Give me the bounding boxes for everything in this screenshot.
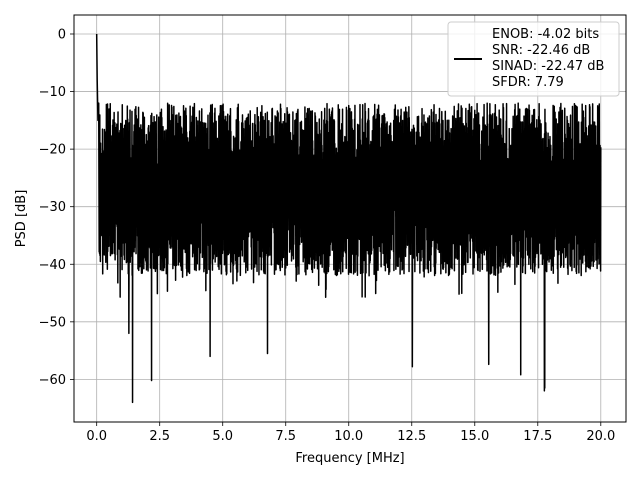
axes-frame xyxy=(73,14,627,423)
x-axis-label: Frequency [MHz] xyxy=(295,451,404,466)
y-tick-label: −50 xyxy=(39,315,66,330)
x-tick-label: 15.0 xyxy=(460,429,489,444)
legend: ENOB: -4.02 bits SNR: -22.46 dB SINAD: -… xyxy=(447,21,620,97)
legend-snr-text: SNR: -22.46 dB xyxy=(492,43,590,58)
y-tick-label: −40 xyxy=(39,258,66,273)
legend-sinad-text: SINAD: -22.47 dB xyxy=(492,59,604,74)
y-tick-label: 0 xyxy=(58,27,66,42)
x-tick-label: 2.5 xyxy=(149,429,170,444)
y-tick-label: −10 xyxy=(39,85,66,100)
x-tick-label: 0.0 xyxy=(86,429,107,444)
legend-box xyxy=(447,21,620,97)
plot-area xyxy=(95,33,602,404)
legend-sfdr-text: SFDR: 7.79 xyxy=(492,75,564,90)
x-tick-label: 7.5 xyxy=(275,429,296,444)
x-tick-label: 17.5 xyxy=(523,429,552,444)
x-tick-label: 12.5 xyxy=(397,429,426,444)
y-axis-label: PSD [dB] xyxy=(14,190,29,248)
y-axis-ticks: 0 −10 −20 −30 −40 −50 −60 xyxy=(39,27,74,388)
x-tick-label: 20.0 xyxy=(586,429,615,444)
y-tick-label: −30 xyxy=(39,200,66,215)
x-tick-label: 10.0 xyxy=(334,429,363,444)
x-axis-ticks: 0.0 2.5 5.0 7.5 10.0 12.5 15.0 17.5 20.0 xyxy=(86,422,615,444)
y-tick-label: −60 xyxy=(39,373,66,388)
x-tick-label: 5.0 xyxy=(212,429,233,444)
psd-series-line xyxy=(95,33,602,404)
legend-enob-text: ENOB: -4.02 bits xyxy=(492,27,599,42)
y-tick-label: −20 xyxy=(39,143,66,158)
